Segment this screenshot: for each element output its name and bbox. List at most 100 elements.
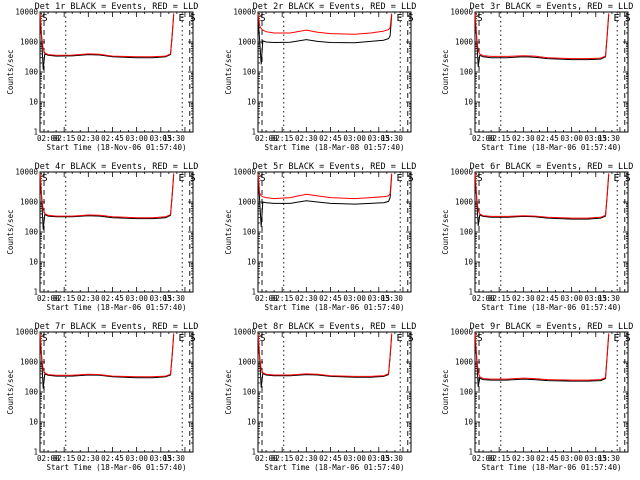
series-events-line	[257, 334, 393, 388]
y-axis-label: Counts/sec	[6, 49, 15, 94]
marker-label: E	[179, 333, 185, 344]
series-lld-line	[474, 13, 610, 60]
x-tick-label: 03:30	[597, 454, 620, 463]
y-tick-label: 10000	[450, 168, 473, 177]
series-events-line	[474, 334, 610, 387]
marker-label: S	[477, 173, 483, 184]
series-lld-line	[474, 173, 610, 219]
y-axis-label: Counts/sec	[441, 209, 450, 254]
y-axis-label: Counts/sec	[224, 209, 233, 254]
plot-title: Det 4r BLACK = Events, RED = LLD	[35, 162, 199, 172]
y-tick-label: 1	[33, 128, 38, 137]
plot-title: Det 6r BLACK = Events, RED = LLD	[470, 162, 634, 172]
y-tick-label: 10000	[15, 8, 38, 17]
x-tick-label: 02:00	[37, 454, 60, 463]
x-tick-label: 03:15	[585, 294, 608, 303]
plot-frame	[39, 11, 194, 133]
y-tick-label: 10000	[233, 168, 256, 177]
x-tick-label: 02:30	[295, 134, 318, 143]
x-tick-label: 03:30	[162, 294, 185, 303]
x-tick-label: 02:00	[255, 294, 278, 303]
plot-title: Det 7r BLACK = Events, RED = LLD	[35, 322, 199, 332]
x-tick-label: 03:00	[343, 294, 366, 303]
x-tick-label: 02:45	[319, 134, 342, 143]
x-tick-label: 02:15	[488, 134, 511, 143]
y-axis-label: Counts/sec	[441, 49, 450, 94]
y-tick-label: 1000	[455, 358, 474, 367]
y-tick-label: 10	[464, 258, 474, 267]
series-lld-line	[39, 13, 175, 58]
series-events-line	[474, 14, 610, 67]
x-tick-label: 03:00	[125, 294, 148, 303]
plot-frame	[257, 171, 412, 293]
y-tick-label: 100	[24, 228, 38, 237]
marker-label: S	[260, 13, 266, 24]
x-tick-label: 03:15	[585, 134, 608, 143]
series-lld-line	[39, 173, 175, 219]
x-tick-label: 02:00	[472, 294, 495, 303]
x-axis-label: Start Time (18-Nov-06 01:57:40)	[47, 143, 187, 152]
plot-title: Det 8r BLACK = Events, RED = LLD	[253, 322, 417, 332]
marker-label: S	[42, 13, 48, 24]
plot-frame	[39, 331, 194, 453]
x-tick-label: 02:30	[512, 294, 535, 303]
x-tick-label: 03:00	[125, 134, 148, 143]
y-tick-label: 100	[242, 228, 256, 237]
x-axis-label: Start Time (18-Mar-06 01:57:40)	[482, 143, 622, 152]
y-tick-label: 10000	[450, 328, 473, 337]
marker-label: E	[397, 173, 403, 184]
x-tick-label: 03:15	[150, 134, 173, 143]
y-tick-label: 1	[468, 128, 473, 137]
y-tick-label: 10	[29, 418, 39, 427]
marker-label: S	[477, 333, 483, 344]
marker-label: E	[614, 173, 620, 184]
y-tick-label: 1000	[238, 198, 257, 207]
x-tick-label: 02:30	[512, 454, 535, 463]
marker-label: E	[179, 13, 185, 24]
x-tick-label: 03:00	[560, 134, 583, 143]
y-tick-label: 100	[459, 228, 473, 237]
y-tick-label: 100	[242, 68, 256, 77]
marker-label: S	[190, 173, 196, 184]
marker-label: S	[625, 333, 631, 344]
x-tick-label: 03:30	[380, 134, 403, 143]
y-axis-label: Counts/sec	[224, 369, 233, 414]
x-tick-label: 03:00	[560, 454, 583, 463]
x-axis-label: Start Time (18-Mar-06 01:57:40)	[265, 463, 405, 472]
series-events-line	[39, 14, 175, 70]
x-tick-label: 03:00	[125, 454, 148, 463]
x-tick-label: 02:30	[295, 454, 318, 463]
series-events-line	[257, 14, 393, 65]
x-tick-label: 03:15	[150, 294, 173, 303]
marker-label: S	[408, 13, 414, 24]
y-tick-label: 1	[468, 448, 473, 457]
x-tick-label: 03:30	[380, 454, 403, 463]
x-axis-label: Start Time (18-Mar-06 01:57:40)	[47, 463, 187, 472]
plot-frame	[474, 171, 629, 293]
x-tick-label: 02:45	[536, 294, 559, 303]
x-tick-label: 02:45	[101, 454, 124, 463]
series-lld-line	[257, 13, 393, 35]
series-events-line	[474, 174, 610, 226]
series-lld-line	[257, 333, 393, 377]
x-tick-label: 02:00	[472, 134, 495, 143]
y-tick-label: 1000	[20, 358, 39, 367]
x-tick-label: 02:15	[53, 134, 76, 143]
x-tick-label: 02:15	[271, 294, 294, 303]
x-tick-label: 03:15	[585, 454, 608, 463]
series-events-line	[39, 334, 175, 389]
marker-label: S	[42, 173, 48, 184]
y-tick-label: 1000	[20, 38, 39, 47]
plot-frame	[39, 171, 194, 293]
series-events-line	[39, 174, 175, 230]
y-tick-label: 10	[247, 418, 257, 427]
series-lld-line	[257, 173, 393, 200]
plot-frame	[257, 331, 412, 453]
x-tick-label: 02:30	[77, 134, 100, 143]
x-tick-label: 03:00	[560, 294, 583, 303]
plot-title: Det 3r BLACK = Events, RED = LLD	[470, 2, 634, 12]
